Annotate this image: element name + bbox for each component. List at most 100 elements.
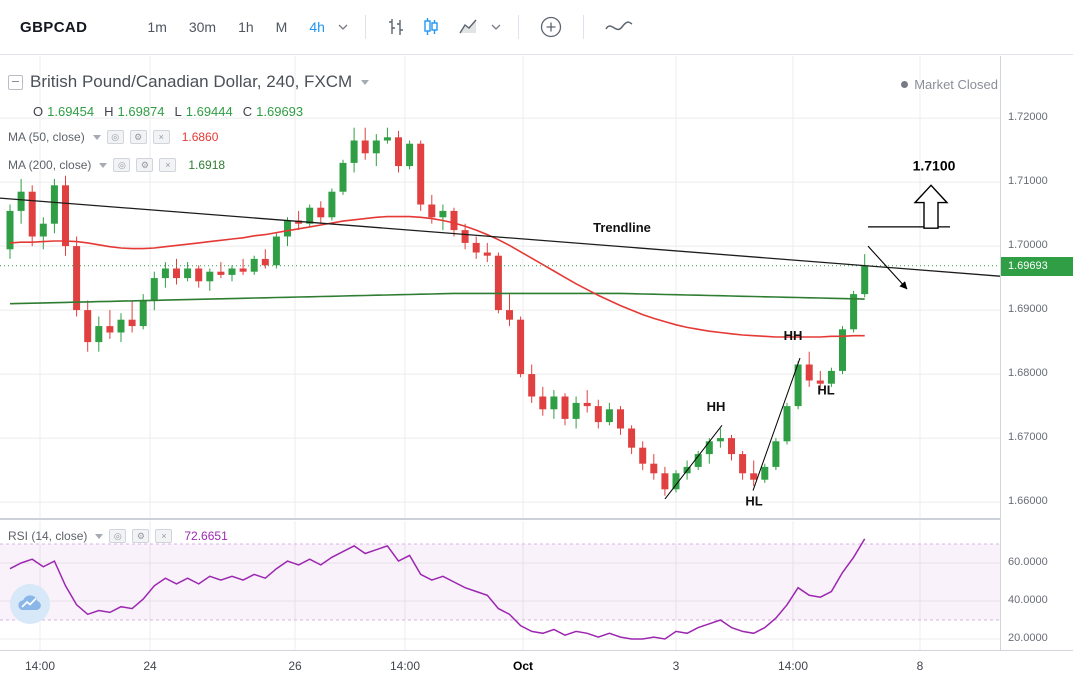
- ma50-delete-button[interactable]: ×: [152, 130, 170, 144]
- interval-30m[interactable]: 30m: [188, 19, 217, 35]
- rsi-value: 72.6651: [184, 529, 228, 543]
- time-axis-label: 8: [916, 659, 924, 673]
- market-status: Market Closed: [901, 77, 998, 92]
- interval-1m[interactable]: 1m: [147, 19, 167, 35]
- interval-1h[interactable]: 1h: [238, 19, 254, 35]
- time-axis-label: 14:00: [24, 659, 56, 673]
- ma50-legend-row: MA (50, close) ◎ ⚙ × 1.6860: [8, 130, 218, 144]
- price-axis-label: 1.67000: [1008, 431, 1048, 444]
- price-axis-label: 1.70000: [1008, 239, 1048, 252]
- bar-chart-type-button[interactable]: [378, 13, 414, 41]
- svg-text:HH: HH: [707, 399, 726, 414]
- rsi-grid: [0, 521, 1000, 650]
- squiggle-line-icon: [605, 21, 633, 31]
- ma200-legend-row: MA (200, close) ◎ ⚙ × 1.6918: [8, 158, 225, 172]
- price-axis-label: 1.69000: [1008, 303, 1048, 316]
- last-price-badge: 1.69693: [1001, 256, 1073, 276]
- svg-text:1.7100: 1.7100: [913, 158, 956, 174]
- plus-circle-icon: [540, 16, 562, 38]
- rsi-line: [9, 538, 866, 640]
- bar-chart-icon: [388, 19, 403, 35]
- chart-logo-watermark[interactable]: [10, 584, 50, 624]
- time-axis-label: 24: [143, 659, 157, 673]
- time-axis-label: 14:00: [777, 659, 809, 673]
- time-axis-label: 3: [672, 659, 680, 673]
- ohlc-pair: O 1.69454: [33, 104, 95, 119]
- rsi-label[interactable]: RSI (14, close): [8, 529, 88, 543]
- ma50-visibility-button[interactable]: ◎: [106, 130, 124, 144]
- svg-text:HL: HL: [745, 493, 762, 508]
- chart-title-dropdown-icon[interactable]: [361, 79, 370, 85]
- projection-drawing: 1.7100: [867, 158, 956, 290]
- rsi-pane[interactable]: [0, 521, 1000, 650]
- ma200-label[interactable]: MA (200, close): [8, 158, 92, 172]
- rsi-band: [0, 543, 1000, 621]
- rsi-delete-button[interactable]: ×: [155, 529, 173, 543]
- area-chart-icon: [459, 19, 477, 34]
- price-axis[interactable]: 1.69693 1.72000 1.71000 1.70000 1.69000 1.68…: [1000, 56, 1073, 650]
- ma-lines: [9, 215, 865, 338]
- time-axis[interactable]: 14:00 24 26 14:00 Oct 3 14:00 8: [0, 650, 1073, 681]
- market-closed-dot-icon: [901, 81, 909, 88]
- market-status-text: Market Closed: [914, 77, 998, 92]
- rsi-visibility-button[interactable]: ◎: [109, 529, 127, 543]
- rsi-legend-row: RSI (14, close) ◎ ⚙ × 72.6651: [8, 529, 228, 543]
- svg-text:HH: HH: [784, 328, 803, 343]
- rsi-dropdown-icon[interactable]: [95, 533, 104, 539]
- time-axis-label: 14:00: [389, 659, 421, 673]
- chart-legend-header: British Pound/Canadian Dollar, 240, FXCM: [8, 72, 370, 92]
- ma200-value: 1.6918: [188, 158, 226, 172]
- trendline-drawing: Trendline: [0, 197, 1000, 277]
- main-price-pane[interactable]: Trendline HH HL HH HL 1.7100: [0, 56, 1000, 518]
- rsi-settings-button[interactable]: ⚙: [132, 529, 150, 543]
- ma200-dropdown-icon[interactable]: [99, 162, 108, 168]
- ohlc-values-row: O 1.69454 H 1.69874 L 1.69444 C 1.69693: [33, 104, 303, 119]
- compare-add-button[interactable]: [531, 11, 571, 43]
- price-axis-label: 1.72000: [1008, 111, 1048, 124]
- ma50-value: 1.6860: [181, 130, 219, 144]
- ma200-visibility-button[interactable]: ◎: [113, 158, 131, 172]
- candlestick-chart-icon: [424, 18, 438, 35]
- candles-layer: [6, 127, 869, 496]
- pane-resize-divider[interactable]: [0, 518, 1073, 520]
- chart-type-dropdown-chevron[interactable]: [486, 20, 506, 34]
- area-chart-type-button[interactable]: [450, 13, 486, 41]
- interval-M[interactable]: M: [275, 19, 288, 35]
- time-axis-label: Oct: [512, 659, 534, 673]
- top-toolbar: GBPCAD 1m 30m 1h M 4h: [0, 0, 1073, 55]
- chevron-down-icon: [338, 24, 348, 30]
- swing-annotations: HH HL HH HL: [664, 328, 835, 508]
- time-axis-label: 26: [288, 659, 302, 673]
- interval-4h[interactable]: 4h: [309, 19, 325, 35]
- rsi-axis-label: 60.0000: [1008, 556, 1048, 568]
- ma200-settings-button[interactable]: ⚙: [136, 158, 154, 172]
- price-axis-label: 1.68000: [1008, 367, 1048, 380]
- toolbar-separator: [364, 15, 366, 39]
- ma50-dropdown-icon[interactable]: [92, 134, 101, 140]
- ma50-settings-button[interactable]: ⚙: [129, 130, 147, 144]
- toolbar-separator: [517, 15, 519, 39]
- rsi-axis-label: 20.0000: [1008, 632, 1048, 644]
- svg-text:HL: HL: [817, 383, 834, 398]
- legend-collapse-icon[interactable]: [8, 74, 23, 90]
- chart-title[interactable]: British Pound/Canadian Dollar, 240, FXCM: [30, 72, 353, 91]
- ohlc-pair: C 1.69693: [242, 104, 304, 119]
- price-axis-label: 1.71000: [1008, 175, 1048, 188]
- candlestick-chart-type-button[interactable]: [414, 13, 450, 41]
- chevron-down-icon: [491, 24, 501, 30]
- rsi-axis-label: 40.0000: [1008, 594, 1048, 606]
- symbol-button[interactable]: GBPCAD: [20, 18, 88, 36]
- ma200-delete-button[interactable]: ×: [159, 158, 177, 172]
- indicator-line-button[interactable]: [596, 14, 642, 40]
- ma50-label[interactable]: MA (50, close): [8, 130, 85, 144]
- ohlc-pair: H 1.69874: [104, 104, 165, 119]
- toolbar-separator: [582, 15, 584, 39]
- interval-switcher: 1m 30m 1h M 4h: [139, 14, 333, 40]
- price-axis-label: 1.66000: [1008, 495, 1048, 508]
- ohlc-pair: L 1.69444: [174, 104, 233, 119]
- interval-dropdown-chevron[interactable]: [333, 20, 353, 34]
- svg-text:Trendline: Trendline: [593, 220, 651, 235]
- main-grid: [0, 56, 1000, 518]
- cloud-chart-logo-icon: [10, 584, 50, 624]
